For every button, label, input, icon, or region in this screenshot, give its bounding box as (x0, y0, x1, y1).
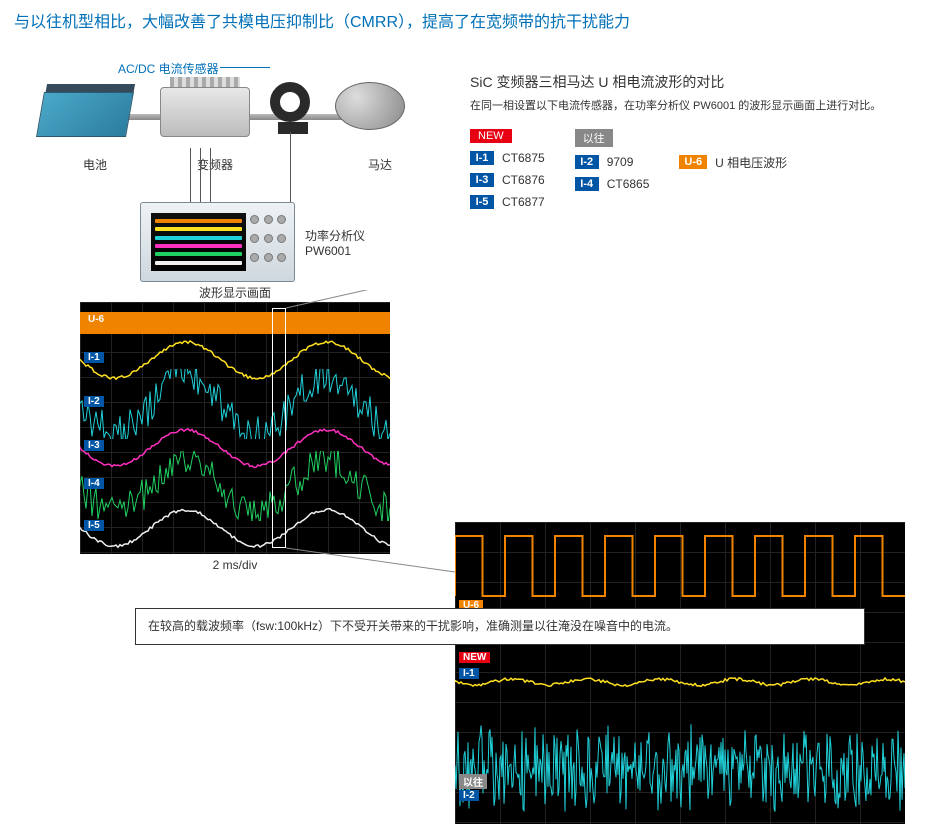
info-title: SiC 变频器三相马达 U 相电流波形的对比 (470, 72, 910, 92)
tag-i3: I-3 (470, 173, 494, 187)
analyzer-icon (140, 202, 295, 282)
scope-left: U-6I-1I-2I-3I-4I-5 (80, 302, 390, 554)
page-title: 与以往机型相比，大幅改善了共模电压抑制比（CMRR），提高了在宽频带的抗干扰能力 (0, 0, 930, 32)
legend-u-col: U-6 U 相电压波形 (679, 129, 787, 209)
scope-right: U-6NEWI-1以往I-2 (455, 522, 905, 824)
wire (210, 148, 211, 202)
legend-new-col: NEW I-1 CT6875 I-3 CT6876 I-5 CT6877 (470, 129, 545, 209)
top-section: AC/DC 电流传感器 电池 变频器 马达 功率分析仪 PW6001 SiC 变… (0, 32, 930, 312)
info-subtitle: 在同一相设置以下电流传感器，在功率分析仪 PW6001 的波形显示画面上进行对比… (470, 98, 910, 115)
label-i1: CT6875 (502, 151, 545, 165)
tag-i1: I-1 (470, 151, 494, 165)
old-badge: 以往 (575, 129, 613, 147)
label-i5: CT6877 (502, 195, 545, 209)
legend-old-col: 以往 I-2 9709 I-4 CT6865 (575, 129, 650, 209)
legend: NEW I-1 CT6875 I-3 CT6876 I-5 CT6877 以往 I-2… (470, 129, 910, 209)
label-i3: CT6876 (502, 173, 545, 187)
timebase-label: 2 ms/div (80, 558, 390, 572)
tag-i5: I-5 (470, 195, 494, 209)
tag-u6: U-6 (679, 155, 707, 169)
current-sensor-icon (270, 82, 315, 134)
wire (190, 148, 191, 202)
motor-icon (335, 82, 415, 142)
label-i2: 9709 (607, 155, 634, 169)
motor-label: 马达 (350, 156, 410, 173)
wire (290, 132, 291, 202)
label-i4: CT6865 (607, 177, 650, 191)
sensor-leader-line (220, 67, 270, 68)
info-panel: SiC 变频器三相马达 U 相电流波形的对比 在同一相设置以下电流传感器，在功率… (470, 72, 910, 209)
tag-i4: I-4 (575, 177, 599, 191)
sensor-label: AC/DC 电流传感器 (118, 60, 219, 77)
label-u6: U 相电压波形 (715, 154, 787, 171)
new-badge: NEW (470, 129, 512, 143)
battery-icon (40, 92, 130, 142)
inverter-icon (160, 87, 255, 149)
waveform-area: 波形显示画面 U-6I-1I-2I-3I-4I-5 2 ms/div U-6NE… (0, 290, 930, 630)
caption-box: 在较高的载波频率（fsw:100kHz）下不受开关带来的干扰影响，准确测量以往淹… (135, 608, 865, 645)
tag-i2: I-2 (575, 155, 599, 169)
wire (200, 148, 201, 202)
left-scope-title: 波形显示画面 (80, 284, 390, 301)
battery-label: 电池 (60, 156, 130, 173)
analyzer-label: 功率分析仪 PW6001 (305, 227, 365, 258)
